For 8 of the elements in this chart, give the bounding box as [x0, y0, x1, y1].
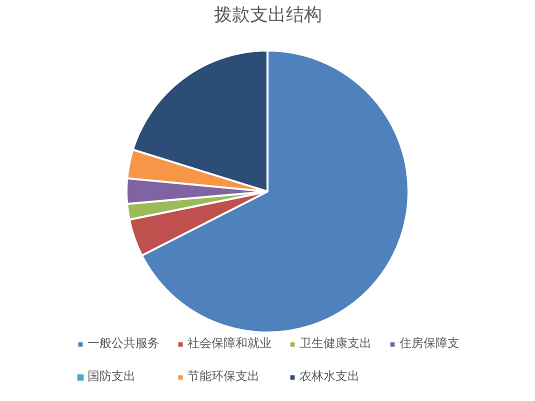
legend-label: 社会保障和就业	[188, 335, 272, 352]
legend-label: 一般公共服务	[88, 335, 160, 352]
legend-label: 卫生健康支出	[300, 335, 372, 352]
legend-label: 国防支出	[88, 368, 136, 385]
chart-title: 拨款支出结构	[214, 4, 322, 26]
legend-label: 节能环保支出	[188, 368, 260, 385]
legend-label: 农林水支出	[300, 368, 360, 385]
legend-label: 住房保障支	[400, 335, 460, 352]
